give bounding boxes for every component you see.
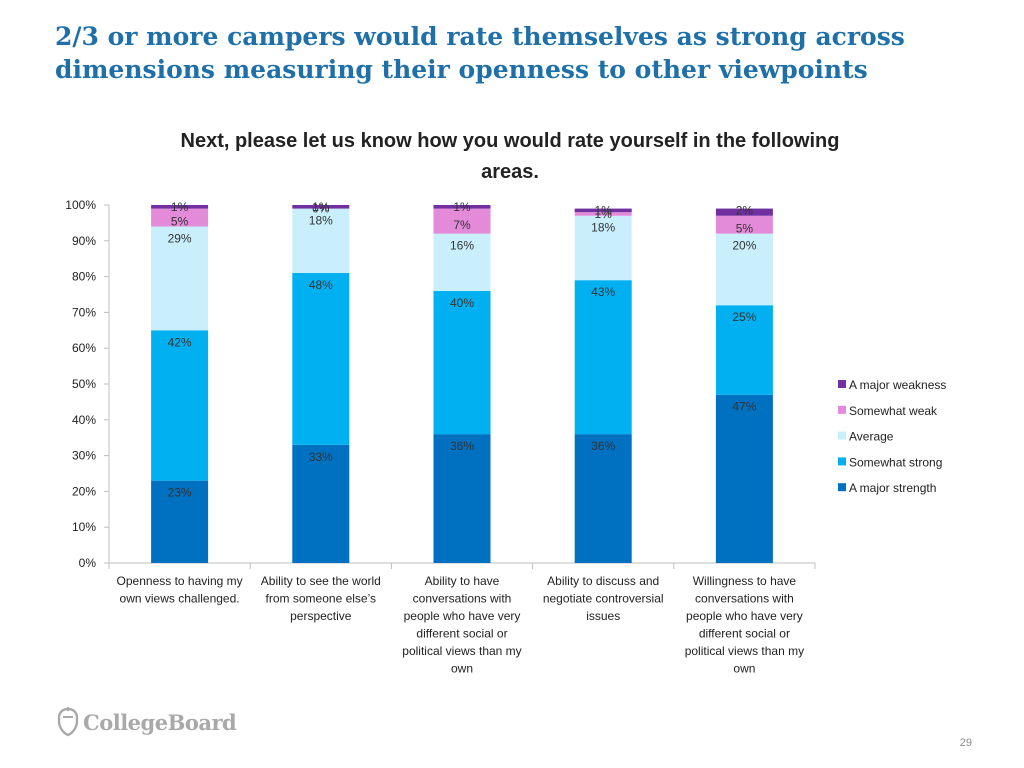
x-category-label: own — [451, 662, 473, 676]
college-board-logo: CollegeBoard — [57, 707, 237, 737]
y-tick-label: 10% — [72, 520, 96, 534]
headline: 2/3 or more campers would rate themselve… — [55, 22, 905, 84]
legend-label: A major strength — [849, 481, 936, 495]
y-tick-label: 100% — [65, 198, 96, 212]
data-label: 16% — [450, 239, 474, 253]
x-category-label: from someone else’s — [266, 592, 377, 606]
x-category-label: own — [733, 662, 755, 676]
bar-segment — [151, 205, 209, 209]
bar-segment — [715, 233, 773, 306]
legend-swatch — [838, 457, 846, 466]
data-label: 18% — [591, 221, 615, 235]
y-tick-label: 40% — [72, 413, 96, 427]
x-category-label: political views than my — [402, 644, 521, 658]
x-category-label: different social or — [699, 627, 790, 641]
bar-segment — [715, 394, 773, 563]
bar-segment — [433, 290, 491, 435]
data-label: 25% — [732, 310, 756, 324]
data-label: 5% — [736, 222, 754, 236]
acorn-icon — [57, 707, 79, 737]
x-category-label: conversations with — [413, 592, 512, 606]
data-label: 18% — [309, 214, 333, 228]
page-number: 29 — [959, 737, 972, 749]
bar-segment — [433, 434, 491, 563]
x-category-label: Ability to discuss and — [547, 574, 659, 588]
data-label: 48% — [309, 278, 333, 292]
data-label: 40% — [450, 296, 474, 310]
legend-swatch — [838, 431, 846, 440]
data-label: 1% — [453, 200, 471, 214]
bar-segment — [292, 273, 350, 445]
legend-swatch — [838, 405, 846, 414]
data-label: 5% — [171, 215, 189, 229]
x-category-label: perspective — [290, 609, 352, 623]
chart-title: Next, please let us know how you would r… — [180, 130, 840, 183]
x-category-label: people who have very — [686, 609, 803, 623]
y-tick-label: 90% — [72, 234, 96, 248]
legend-swatch — [838, 483, 846, 492]
data-label: 7% — [453, 218, 471, 232]
x-category-label: Ability to have — [425, 574, 500, 588]
bar-segment — [433, 205, 491, 209]
bar-segment — [433, 208, 491, 234]
y-tick-label: 80% — [72, 270, 96, 284]
bar-segment — [574, 208, 632, 213]
data-label: 43% — [591, 285, 615, 299]
legend-label: Somewhat strong — [849, 455, 942, 469]
data-label: 2% — [736, 204, 754, 218]
y-tick-label: 60% — [72, 341, 96, 355]
x-category-label: negotiate controversial — [543, 592, 664, 606]
legend-label: Somewhat weak — [849, 404, 938, 418]
legend-label: Average — [849, 430, 894, 444]
data-label: 1% — [312, 200, 330, 214]
data-label: 42% — [168, 335, 192, 349]
legend-swatch — [838, 380, 846, 388]
logo-text: CollegeBoard — [83, 709, 237, 735]
bar-segment — [292, 208, 350, 274]
x-category-label: people who have very — [404, 609, 521, 623]
bar-segment — [151, 480, 209, 563]
bar-segment — [574, 434, 632, 563]
x-category-label: own views challenged. — [120, 592, 240, 606]
bar-segment — [715, 208, 773, 216]
data-label: 23% — [168, 486, 192, 500]
bar-segment — [292, 205, 350, 209]
x-category-label: conversations with — [695, 592, 794, 606]
bar-segment — [574, 212, 632, 216]
bar-segment — [433, 233, 491, 291]
bar-segment — [715, 305, 773, 395]
x-category-label: Openness to having my — [117, 574, 243, 588]
x-category-label: Willingness to have — [693, 574, 797, 588]
x-category-label: different social or — [416, 627, 507, 641]
bar-segment — [715, 215, 773, 234]
y-tick-label: 0% — [79, 556, 97, 570]
y-tick-label: 30% — [72, 449, 96, 463]
y-tick-label: 20% — [72, 484, 96, 498]
bar-segment — [151, 226, 209, 331]
data-label: 29% — [168, 231, 192, 245]
x-category-label: issues — [586, 609, 620, 623]
bar-segment — [151, 208, 209, 227]
data-label: 1% — [595, 204, 613, 218]
bar-segment — [151, 330, 209, 481]
data-label: 1% — [171, 200, 189, 214]
bar-segment — [574, 280, 632, 435]
bar-segment — [292, 444, 350, 563]
data-label: 47% — [732, 400, 756, 414]
data-label: 33% — [309, 450, 333, 464]
x-category-label: Ability to see the world — [261, 574, 381, 588]
y-tick-label: 50% — [72, 377, 96, 391]
bar-segment — [574, 215, 632, 281]
x-category-label: political views than my — [685, 644, 804, 658]
data-label: 36% — [591, 439, 615, 453]
data-label: 36% — [450, 439, 474, 453]
legend-label: A major weakness — [849, 378, 946, 392]
y-tick-label: 70% — [72, 305, 96, 319]
data-label: 20% — [732, 239, 756, 253]
stacked-bar-chart: 0% 10% 20% 30% 40% 50% 60% 70% 80% 90% 100% 23% 42% 2… — [65, 198, 946, 676]
